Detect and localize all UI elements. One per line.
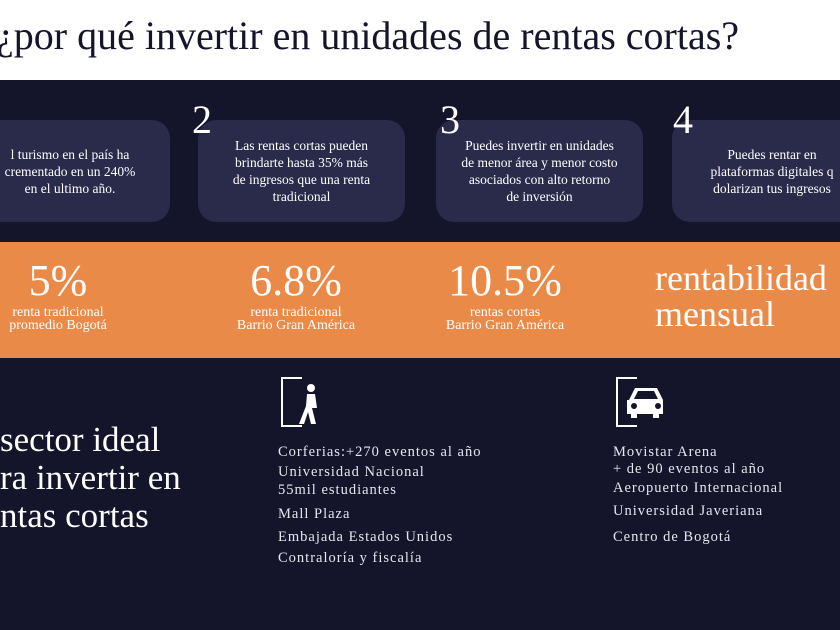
stat: 5% renta tradicional promedio Bogotá xyxy=(0,256,158,333)
card-line: crementado en un 240% xyxy=(4,163,136,179)
sector-line: ntas cortas xyxy=(0,496,149,535)
stat-value: 6.8% xyxy=(250,256,342,305)
place: Corferias:+270 eventos al año xyxy=(278,444,482,460)
card-line: tradicional xyxy=(272,189,331,204)
card-line: de inversión xyxy=(506,189,573,204)
card-number: 3 xyxy=(440,97,460,142)
card-line: Las rentas cortas pueden xyxy=(234,138,369,153)
sector-line: sector ideal xyxy=(0,420,161,459)
caption-line: mensual xyxy=(655,294,775,334)
title: ¿por qué invertir en unidades de rentas … xyxy=(0,13,740,58)
card: Las rentas cortas pueden brindarte hasta … xyxy=(198,120,405,222)
stats-caption: rentabilidad mensual xyxy=(655,260,827,332)
stat-label: promedio Bogotá xyxy=(9,318,107,333)
place: Movistar Arena xyxy=(613,444,718,460)
stat: 6.8% renta tradicional Barrio Gran América xyxy=(196,256,396,333)
stat-label: Barrio Gran América xyxy=(236,318,356,333)
card-line: plataformas digitales q xyxy=(710,163,834,179)
stat-label: renta tradicional xyxy=(250,305,342,320)
card-line: Puedes invertir en unidades xyxy=(465,138,614,153)
card-number: 2 xyxy=(192,97,212,142)
place: 55mil estudiantes xyxy=(278,482,397,498)
card-line: de menor área y menor costo xyxy=(461,155,618,170)
card-line: asociados con alto retorno xyxy=(468,172,611,187)
card-line: l turismo en el país ha xyxy=(10,146,130,162)
place: + de 90 eventos al año xyxy=(613,461,766,477)
stat-value: 10.5% xyxy=(448,256,562,305)
place: Mall Plaza xyxy=(278,506,351,522)
place: Universidad Nacional xyxy=(278,464,425,480)
stats-band xyxy=(0,242,840,358)
card-line: brindarte hasta 35% más xyxy=(234,155,369,170)
caption-line: rentabilidad xyxy=(655,258,827,298)
card-line: de ingresos que una renta xyxy=(232,172,371,187)
header-band xyxy=(0,0,840,80)
walk-icon xyxy=(281,377,317,427)
car-icon xyxy=(616,377,663,427)
place: Embajada Estados Unidos xyxy=(278,529,454,545)
card: l turismo en el país ha crementado en un … xyxy=(0,120,170,222)
stat: 10.5% rentas cortas Barrio Gran América xyxy=(405,256,605,333)
card-line: en el ultimo año. xyxy=(24,180,116,196)
card-line: Puedes rentar en xyxy=(727,146,817,162)
stat-value: 5% xyxy=(28,256,88,305)
sector-line: ra invertir en xyxy=(0,458,181,497)
card-line: dolarizan tus ingresos xyxy=(713,180,831,196)
place: Aeropuerto Internacional xyxy=(613,480,784,496)
stat-label: Barrio Gran América xyxy=(445,318,565,333)
place: Contraloría y fiscalía xyxy=(278,550,423,566)
stat-label: renta tradicional xyxy=(12,305,104,320)
stat-label: rentas cortas xyxy=(469,305,541,320)
place: Universidad Javeriana xyxy=(613,503,764,519)
place: Centro de Bogotá xyxy=(613,529,732,545)
card-number: 4 xyxy=(673,97,693,142)
card: Puedes invertir en unidades de menor área… xyxy=(436,120,643,222)
